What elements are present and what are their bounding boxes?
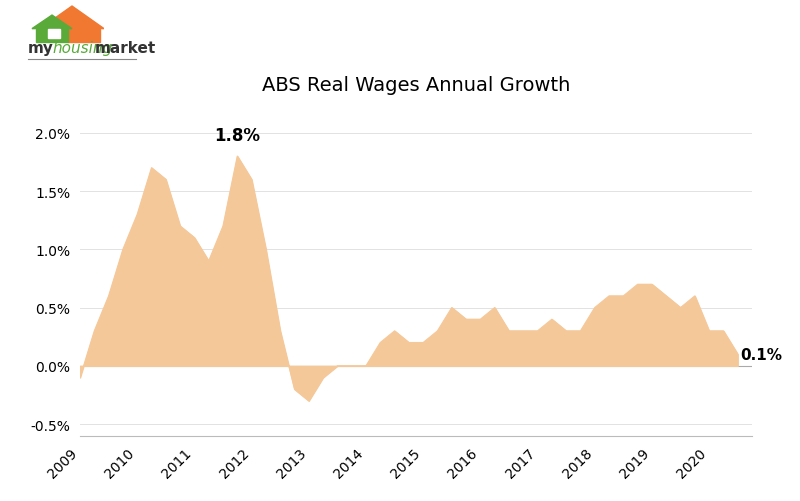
Text: market: market xyxy=(94,41,156,56)
Polygon shape xyxy=(40,7,104,30)
Bar xyxy=(36,30,68,43)
Title: ABS Real Wages Annual Growth: ABS Real Wages Annual Growth xyxy=(262,76,570,95)
Polygon shape xyxy=(32,16,72,30)
Bar xyxy=(68,30,100,43)
Text: 1.8%: 1.8% xyxy=(214,127,260,145)
Bar xyxy=(48,30,60,39)
Text: 0.1%: 0.1% xyxy=(741,347,782,362)
Text: my: my xyxy=(28,41,54,56)
Text: housing: housing xyxy=(52,41,112,56)
